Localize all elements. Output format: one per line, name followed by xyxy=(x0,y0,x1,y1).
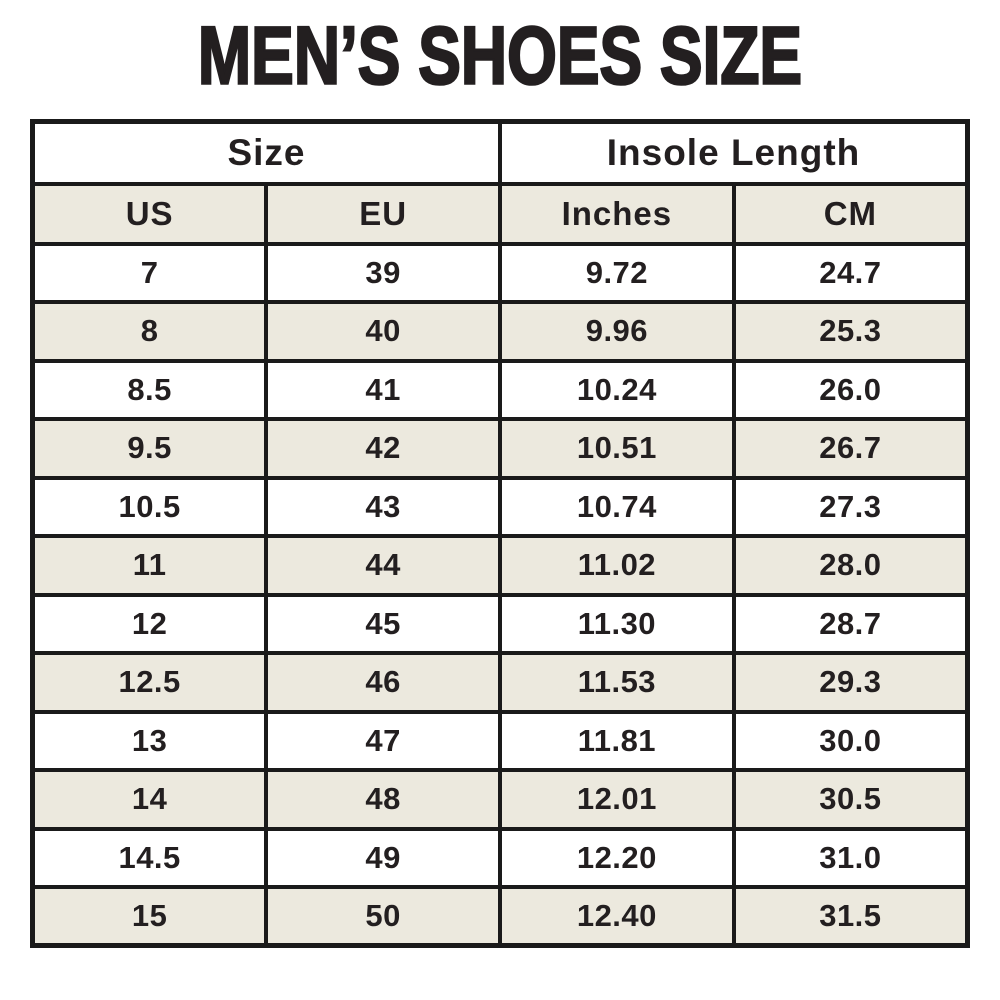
cell-inches: 11.30 xyxy=(498,592,736,655)
cell-inches: 12.40 xyxy=(498,885,736,948)
cell-cm: 30.5 xyxy=(731,768,970,831)
table-row: 11 44 11.02 28.0 xyxy=(30,534,970,597)
cell-cm: 28.7 xyxy=(731,592,970,655)
cell-cm: 31.0 xyxy=(731,826,970,889)
column-header-cm: CM xyxy=(731,181,970,246)
cell-cm: 24.7 xyxy=(731,241,970,304)
table-row: 9.5 42 10.51 26.7 xyxy=(30,417,970,480)
cell-cm: 30.0 xyxy=(731,709,970,772)
cell-eu: 50 xyxy=(264,885,502,948)
cell-cm: 26.7 xyxy=(731,417,970,480)
table-row: 8.5 41 10.24 26.0 xyxy=(30,358,970,421)
size-table-header: Size Insole Length US EU Inches CM xyxy=(30,119,970,246)
cell-cm: 25.3 xyxy=(731,300,970,363)
cell-eu: 42 xyxy=(264,417,502,480)
table-row: 14 48 12.01 30.5 xyxy=(30,768,970,831)
cell-inches: 11.53 xyxy=(498,651,736,714)
table-row: 8 40 9.96 25.3 xyxy=(30,300,970,363)
cell-us: 11 xyxy=(30,534,269,597)
cell-inches: 11.81 xyxy=(498,709,736,772)
table-row: 15 50 12.40 31.5 xyxy=(30,885,970,948)
group-header-size: Size xyxy=(30,119,502,186)
table-row: 10.5 43 10.74 27.3 xyxy=(30,475,970,538)
cell-us: 8 xyxy=(30,300,269,363)
cell-us: 10.5 xyxy=(30,475,269,538)
cell-eu: 43 xyxy=(264,475,502,538)
cell-us: 7 xyxy=(30,241,269,304)
cell-inches: 9.72 xyxy=(498,241,736,304)
group-header-row: Size Insole Length xyxy=(30,119,970,186)
cell-eu: 49 xyxy=(264,826,502,889)
cell-eu: 46 xyxy=(264,651,502,714)
cell-cm: 28.0 xyxy=(731,534,970,597)
cell-cm: 27.3 xyxy=(731,475,970,538)
cell-us: 12 xyxy=(30,592,269,655)
cell-us: 14 xyxy=(30,768,269,831)
cell-us: 9.5 xyxy=(30,417,269,480)
cell-inches: 11.02 xyxy=(498,534,736,597)
cell-us: 12.5 xyxy=(30,651,269,714)
cell-us: 15 xyxy=(30,885,269,948)
cell-inches: 9.96 xyxy=(498,300,736,363)
table-row: 12.5 46 11.53 29.3 xyxy=(30,651,970,714)
cell-us: 13 xyxy=(30,709,269,772)
column-header-inches: Inches xyxy=(498,181,736,246)
cell-cm: 29.3 xyxy=(731,651,970,714)
cell-inches: 10.24 xyxy=(498,358,736,421)
cell-eu: 48 xyxy=(264,768,502,831)
column-header-us: US xyxy=(30,181,269,246)
cell-inches: 12.20 xyxy=(498,826,736,889)
size-table: Size Insole Length US EU Inches CM 7 39 9.… xyxy=(30,119,970,948)
column-header-eu: EU xyxy=(264,181,502,246)
cell-eu: 44 xyxy=(264,534,502,597)
page-title: MEN’S SHOES SIZE xyxy=(197,8,803,102)
size-table-body: 7 39 9.72 24.7 8 40 9.96 25.3 8.5 41 10.24 26.0 9.5 4… xyxy=(30,241,970,948)
cell-cm: 31.5 xyxy=(731,885,970,948)
cell-eu: 41 xyxy=(264,358,502,421)
cell-eu: 47 xyxy=(264,709,502,772)
cell-eu: 45 xyxy=(264,592,502,655)
cell-inches: 10.74 xyxy=(498,475,736,538)
group-header-insole-length: Insole Length xyxy=(498,119,970,186)
cell-cm: 26.0 xyxy=(731,358,970,421)
table-row: 13 47 11.81 30.0 xyxy=(30,709,970,772)
cell-inches: 10.51 xyxy=(498,417,736,480)
cell-eu: 39 xyxy=(264,241,502,304)
table-row: 7 39 9.72 24.7 xyxy=(30,241,970,304)
cell-us: 8.5 xyxy=(30,358,269,421)
table-row: 12 45 11.30 28.7 xyxy=(30,592,970,655)
table-row: 14.5 49 12.20 31.0 xyxy=(30,826,970,889)
cell-inches: 12.01 xyxy=(498,768,736,831)
cell-eu: 40 xyxy=(264,300,502,363)
column-header-row: US EU Inches CM xyxy=(30,181,970,246)
cell-us: 14.5 xyxy=(30,826,269,889)
